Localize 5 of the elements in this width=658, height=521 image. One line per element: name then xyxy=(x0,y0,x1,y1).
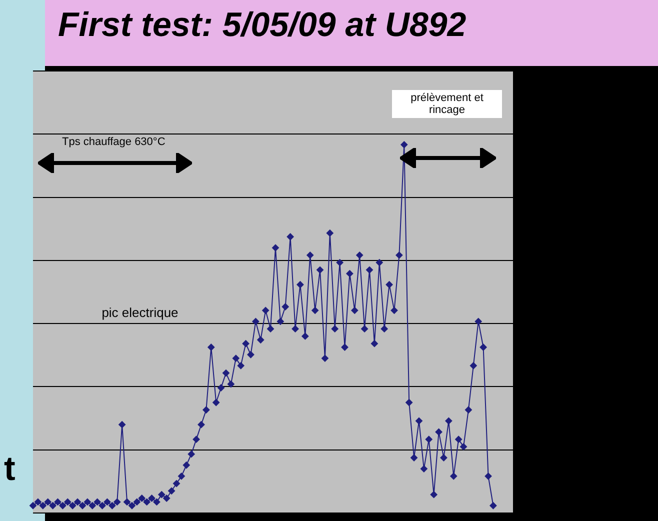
annotation: pic electrique xyxy=(100,305,180,320)
chart-title: First test: 5/05/09 at U892 xyxy=(58,6,466,45)
text: prélèvement et rincage xyxy=(392,90,502,118)
annotation: Tps chauffage 630°C xyxy=(62,136,166,148)
text: t xyxy=(4,450,16,489)
